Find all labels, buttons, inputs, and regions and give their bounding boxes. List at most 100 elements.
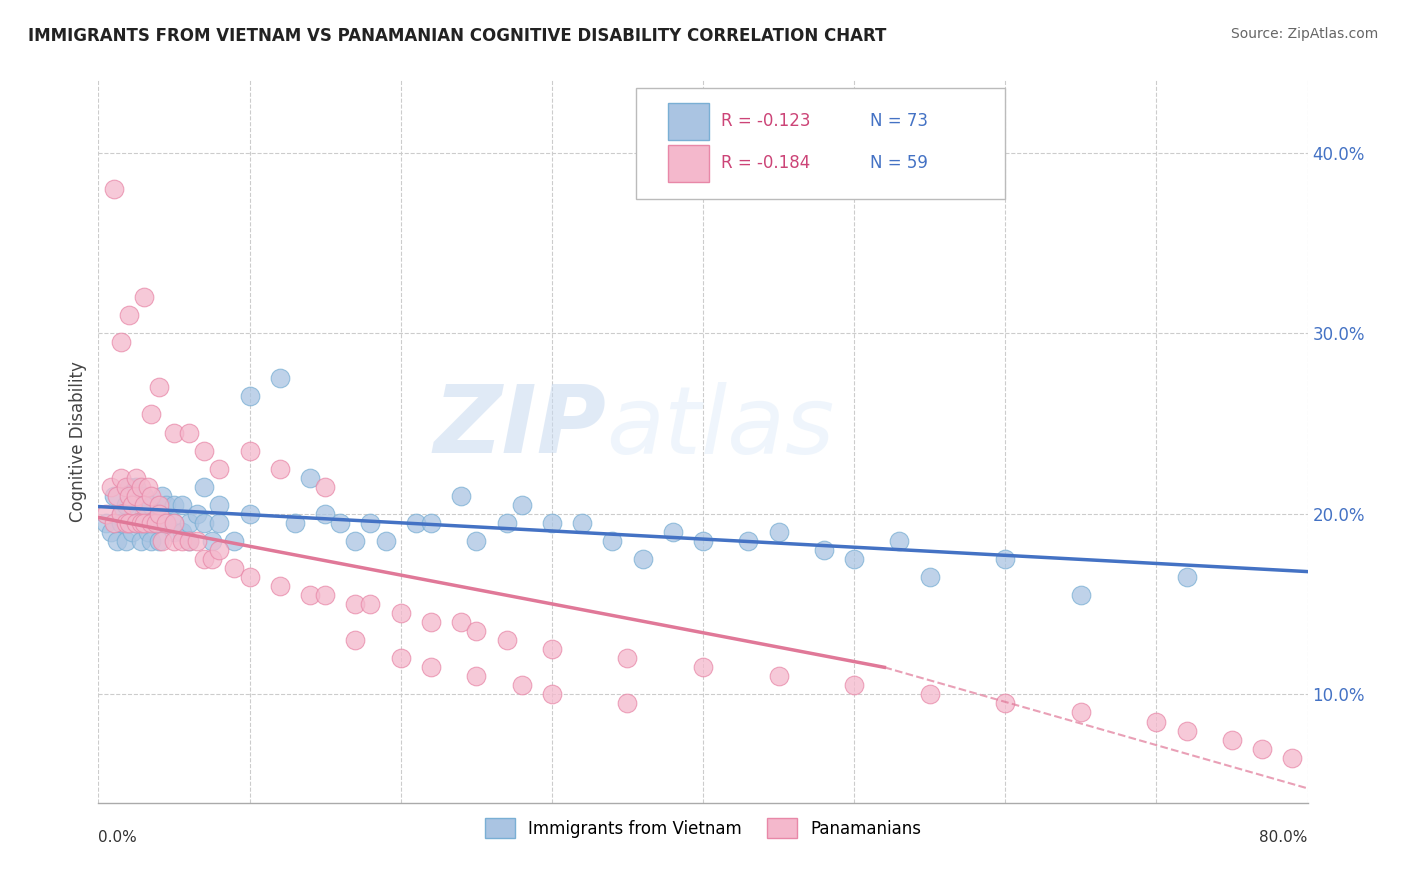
Point (118, 489, 141, 503)
Point (186, 507, 208, 521)
Point (844, 678, 866, 692)
Point (208, 498, 231, 512)
Point (132, 489, 155, 503)
Point (145, 516, 167, 530)
Point (179, 533, 201, 548)
Point (571, 516, 593, 530)
Point (125, 516, 148, 530)
Point (163, 516, 186, 530)
Point (208, 461, 231, 475)
Point (94, 516, 117, 530)
Point (208, 542, 231, 557)
Point (163, 524, 186, 539)
Point (299, 471, 322, 485)
Point (1251, 741, 1274, 756)
Point (155, 516, 177, 530)
Text: R = -0.184: R = -0.184 (721, 154, 810, 172)
Point (510, 678, 533, 692)
Point (329, 516, 352, 530)
Point (1175, 723, 1198, 738)
Point (616, 697, 638, 711)
Point (163, 425, 186, 440)
Point (129, 533, 152, 548)
Point (239, 507, 262, 521)
Point (148, 380, 170, 394)
Point (495, 516, 517, 530)
Point (510, 498, 533, 512)
Point (193, 552, 215, 566)
Point (105, 533, 128, 548)
Text: N = 73: N = 73 (870, 112, 928, 130)
Point (224, 561, 246, 575)
FancyBboxPatch shape (668, 103, 709, 140)
Point (125, 480, 148, 494)
Point (813, 542, 835, 557)
Point (344, 597, 367, 611)
Point (360, 597, 382, 611)
Point (103, 516, 125, 530)
Point (100, 480, 122, 494)
Text: 80.0%: 80.0% (1260, 830, 1308, 845)
Point (495, 633, 517, 648)
Point (125, 489, 148, 503)
Point (118, 516, 141, 530)
FancyBboxPatch shape (668, 145, 709, 182)
Point (110, 507, 132, 521)
Point (1070, 588, 1092, 602)
Y-axis label: Cognitive Disability: Cognitive Disability (69, 361, 87, 522)
Point (170, 498, 193, 512)
Point (148, 507, 170, 521)
Point (994, 552, 1017, 566)
Point (163, 516, 186, 530)
Point (114, 480, 136, 494)
Legend: Immigrants from Vietnam, Panamanians: Immigrants from Vietnam, Panamanians (478, 812, 928, 845)
Point (193, 516, 215, 530)
Point (179, 516, 201, 530)
Point (193, 443, 215, 458)
Point (125, 516, 148, 530)
Point (136, 524, 159, 539)
Point (170, 533, 193, 548)
Point (602, 533, 624, 548)
Point (114, 498, 136, 512)
Point (125, 507, 148, 521)
Point (420, 516, 443, 530)
Point (132, 507, 155, 521)
Point (136, 480, 159, 494)
Point (239, 443, 262, 458)
Point (186, 533, 208, 548)
Point (692, 533, 714, 548)
Text: atlas: atlas (606, 382, 835, 473)
Point (105, 489, 128, 503)
Point (224, 533, 246, 548)
Point (692, 660, 714, 674)
Point (132, 516, 155, 530)
Point (918, 570, 941, 584)
Point (201, 533, 224, 548)
Point (1281, 750, 1303, 764)
Point (201, 552, 224, 566)
Point (540, 687, 562, 701)
Point (103, 489, 125, 503)
Point (208, 516, 231, 530)
Point (420, 615, 443, 630)
Text: IMMIGRANTS FROM VIETNAM VS PANAMANIAN COGNITIVE DISABILITY CORRELATION CHART: IMMIGRANTS FROM VIETNAM VS PANAMANIAN CO… (28, 27, 887, 45)
Point (314, 507, 336, 521)
Point (103, 181, 125, 195)
Point (141, 408, 163, 422)
Point (768, 524, 790, 539)
Point (420, 660, 443, 674)
Text: ZIP: ZIP (433, 381, 606, 473)
Point (179, 425, 201, 440)
Point (918, 687, 941, 701)
Point (100, 524, 122, 539)
Point (314, 588, 336, 602)
Point (994, 697, 1017, 711)
Point (129, 516, 152, 530)
Point (163, 533, 186, 548)
Point (179, 533, 201, 548)
Point (661, 524, 683, 539)
Point (163, 498, 186, 512)
Point (121, 498, 143, 512)
Point (110, 507, 132, 521)
